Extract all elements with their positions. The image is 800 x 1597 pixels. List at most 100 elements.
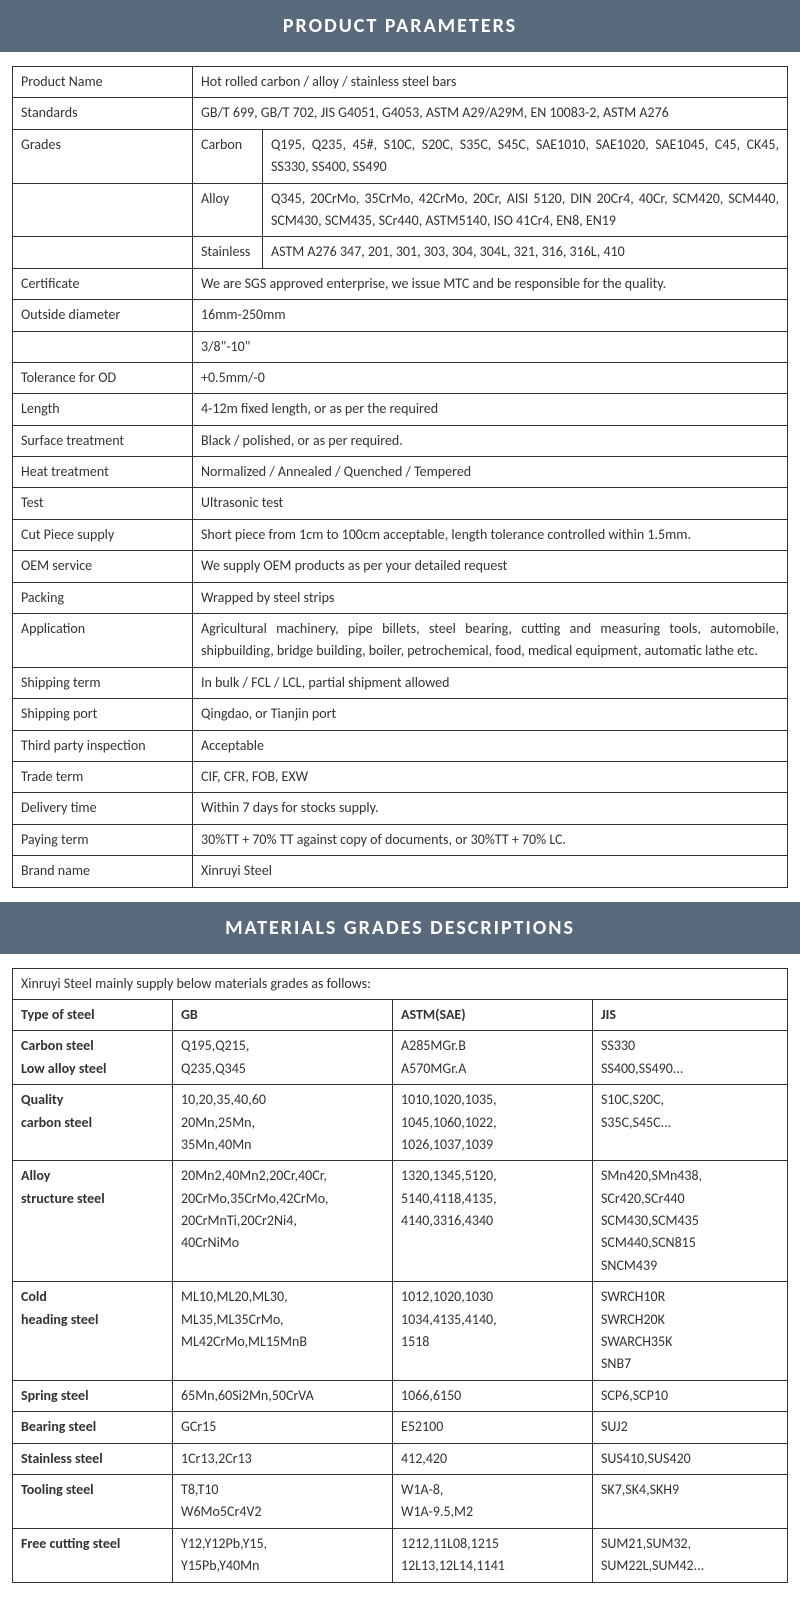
materials-table-wrap: Xinruyi Steel mainly supply below materi…	[0, 968, 800, 1597]
param-value: We are SGS approved enterprise, we issue…	[193, 268, 788, 299]
table-row: Coldheading steelML10,ML20,ML30,ML35,ML3…	[13, 1282, 788, 1381]
col-header-jis: JIS	[593, 999, 788, 1030]
param-label: Standards	[13, 98, 193, 129]
param-value: Q345, 20CrMo, 35CrMo, 42CrMo, 20Cr, AISI…	[263, 183, 788, 237]
param-value: +0.5mm/-0	[193, 362, 788, 393]
cell-jis: S10C,S20C,S35C,S45C...	[593, 1085, 788, 1161]
param-label-empty	[13, 183, 193, 237]
cell-type: Carbon steelLow alloy steel	[13, 1031, 173, 1085]
cell-astm: W1A-8,W1A-9.5,M2	[393, 1474, 593, 1528]
param-label: Test	[13, 488, 193, 519]
param-label: Tolerance for OD	[13, 362, 193, 393]
col-header-astm: ASTM(SAE)	[393, 999, 593, 1030]
materials-intro: Xinruyi Steel mainly supply below materi…	[13, 968, 788, 999]
cell-type: Spring steel	[13, 1380, 173, 1411]
param-label: Heat treatment	[13, 457, 193, 488]
table-row: Stainless steel1Cr13,2Cr13412,420SUS410,…	[13, 1443, 788, 1474]
cell-astm: E52100	[393, 1412, 593, 1443]
param-value: 3/8"-10"	[193, 331, 788, 362]
cell-type: Alloystructure steel	[13, 1161, 173, 1282]
table-row: Qualitycarbon steel10,20,35,40,6020Mn,25…	[13, 1085, 788, 1161]
param-label-empty	[13, 331, 193, 362]
cell-astm: 1212,11L08,121512L13,12L14,1141	[393, 1528, 593, 1582]
param-label: OEM service	[13, 551, 193, 582]
section-header-product-params: PRODUCT PARAMETERS	[0, 0, 800, 52]
cell-jis: SUM21,SUM32,SUM22L,SUM42...	[593, 1528, 788, 1582]
param-label: Surface treatment	[13, 425, 193, 456]
param-value: Ultrasonic test	[193, 488, 788, 519]
cell-gb: 20Mn2,40Mn2,20Cr,40Cr,20CrMo,35CrMo,42Cr…	[173, 1161, 393, 1282]
param-label: Product Name	[13, 67, 193, 98]
cell-gb: GCr15	[173, 1412, 393, 1443]
cell-jis: SMn420,SMn438,SCr420,SCr440SCM430,SCM435…	[593, 1161, 788, 1282]
cell-astm: A285MGr.BA570MGr.A	[393, 1031, 593, 1085]
product-params-table-wrap: Product Name Hot rolled carbon / alloy /…	[0, 66, 800, 902]
param-value: Acceptable	[193, 730, 788, 761]
table-row: Carbon steelLow alloy steelQ195,Q215,Q23…	[13, 1031, 788, 1085]
param-label: Brand name	[13, 856, 193, 887]
cell-jis: SS330SS400,SS490...	[593, 1031, 788, 1085]
param-value: Xinruyi Steel	[193, 856, 788, 887]
param-value: Qingdao, or Tianjin port	[193, 699, 788, 730]
cell-astm: 1010,1020,1035,1045,1060,1022,1026,1037,…	[393, 1085, 593, 1161]
param-value: Within 7 days for stocks supply.	[193, 793, 788, 824]
cell-jis: SUJ2	[593, 1412, 788, 1443]
cell-gb: T8,T10W6Mo5Cr4V2	[173, 1474, 393, 1528]
param-label: Grades	[13, 129, 193, 183]
param-value: Agricultural machinery, pipe billets, st…	[193, 614, 788, 668]
param-value: 16mm-250mm	[193, 300, 788, 331]
cell-gb: ML10,ML20,ML30,ML35,ML35CrMo,ML42CrMo,ML…	[173, 1282, 393, 1381]
cell-jis: SCP6,SCP10	[593, 1380, 788, 1411]
param-value: 30%TT + 70% TT against copy of documents…	[193, 824, 788, 855]
param-label: Paying term	[13, 824, 193, 855]
cell-jis: SK7,SK4,SKH9	[593, 1474, 788, 1528]
param-label: Cut Piece supply	[13, 519, 193, 550]
param-sublabel: Carbon	[193, 129, 263, 183]
table-row: Spring steel65Mn,60Si2Mn,50CrVA1066,6150…	[13, 1380, 788, 1411]
cell-type: Bearing steel	[13, 1412, 173, 1443]
param-value: Q195, Q235, 45#, S10C, S20C, S35C, S45C,…	[263, 129, 788, 183]
param-label: Packing	[13, 582, 193, 613]
param-label: Certificate	[13, 268, 193, 299]
param-label: Length	[13, 394, 193, 425]
cell-jis: SWRCH10RSWRCH20KSWARCH35KSNB7	[593, 1282, 788, 1381]
cell-gb: Q195,Q215,Q235,Q345	[173, 1031, 393, 1085]
param-label: Delivery time	[13, 793, 193, 824]
param-value: Wrapped by steel strips	[193, 582, 788, 613]
cell-type: Qualitycarbon steel	[13, 1085, 173, 1161]
param-value: 4-12m fixed length, or as per the requir…	[193, 394, 788, 425]
cell-astm: 412,420	[393, 1443, 593, 1474]
cell-gb: 10,20,35,40,6020Mn,25Mn,35Mn,40Mn	[173, 1085, 393, 1161]
table-row: Tooling steelT8,T10W6Mo5Cr4V2W1A-8,W1A-9…	[13, 1474, 788, 1528]
section-header-materials: MATERIALS GRADES DESCRIPTIONS	[0, 902, 800, 954]
param-label-empty	[13, 237, 193, 268]
cell-astm: 1320,1345,5120,5140,4118,4135,4140,3316,…	[393, 1161, 593, 1282]
cell-type: Tooling steel	[13, 1474, 173, 1528]
cell-type: Free cutting steel	[13, 1528, 173, 1582]
materials-table: Xinruyi Steel mainly supply below materi…	[12, 968, 788, 1583]
param-value: ASTM A276 347, 201, 301, 303, 304, 304L,…	[263, 237, 788, 268]
col-header-gb: GB	[173, 999, 393, 1030]
param-label: Shipping term	[13, 667, 193, 698]
cell-gb: 1Cr13,2Cr13	[173, 1443, 393, 1474]
param-value: Black / polished, or as per required.	[193, 425, 788, 456]
col-header-type: Type of steel	[13, 999, 173, 1030]
param-value: In bulk / FCL / LCL, partial shipment al…	[193, 667, 788, 698]
param-sublabel: Alloy	[193, 183, 263, 237]
table-row: Bearing steelGCr15E52100SUJ2	[13, 1412, 788, 1443]
param-sublabel: Stainless	[193, 237, 263, 268]
param-value: GB/T 699, GB/T 702, JIS G4051, G4053, AS…	[193, 98, 788, 129]
param-label: Trade term	[13, 761, 193, 792]
param-value: Hot rolled carbon / alloy / stainless st…	[193, 67, 788, 98]
param-value: We supply OEM products as per your detai…	[193, 551, 788, 582]
param-value: CIF, CFR, FOB, EXW	[193, 761, 788, 792]
cell-astm: 1012,1020,10301034,4135,4140,1518	[393, 1282, 593, 1381]
table-row: Free cutting steelY12,Y12Pb,Y15,Y15Pb,Y4…	[13, 1528, 788, 1582]
cell-astm: 1066,6150	[393, 1380, 593, 1411]
product-params-table: Product Name Hot rolled carbon / alloy /…	[12, 66, 788, 888]
cell-type: Stainless steel	[13, 1443, 173, 1474]
cell-gb: 65Mn,60Si2Mn,50CrVA	[173, 1380, 393, 1411]
cell-jis: SUS410,SUS420	[593, 1443, 788, 1474]
table-row: Alloystructure steel20Mn2,40Mn2,20Cr,40C…	[13, 1161, 788, 1282]
param-label: Application	[13, 614, 193, 668]
